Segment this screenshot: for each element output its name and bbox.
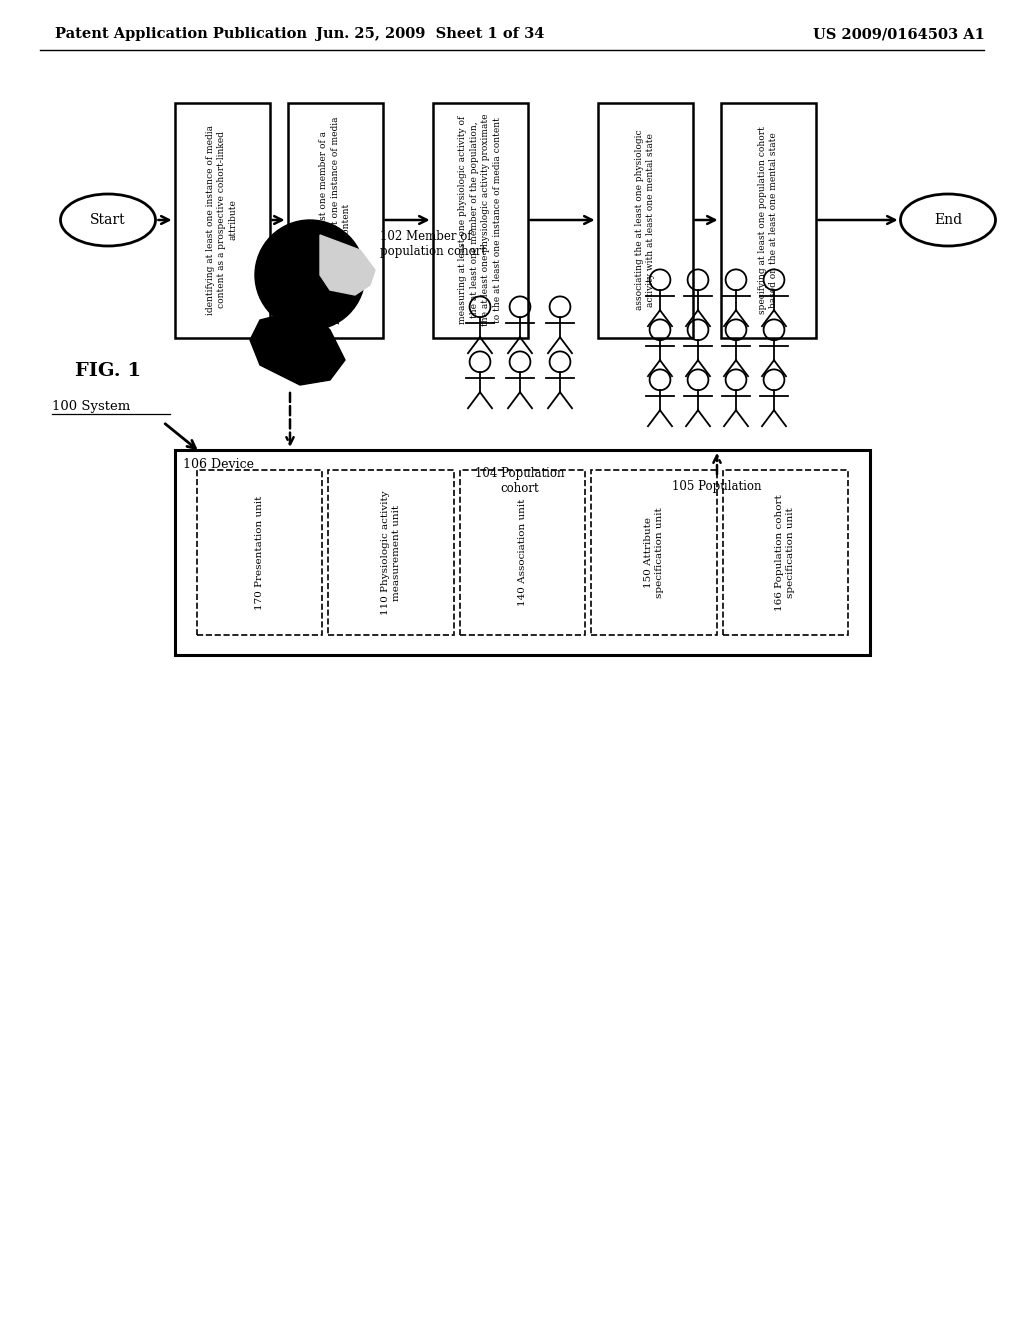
FancyBboxPatch shape (591, 470, 717, 635)
FancyBboxPatch shape (460, 470, 585, 635)
Text: 105 Population: 105 Population (672, 480, 762, 492)
Text: Start: Start (90, 213, 126, 227)
FancyBboxPatch shape (175, 450, 870, 655)
Text: 150 Attribute
specification unit: 150 Attribute specification unit (644, 507, 664, 598)
Text: Patent Application Publication: Patent Application Publication (55, 26, 307, 41)
Text: presenting to at least one member of a
population the at least one instance of m: presenting to at least one member of a p… (319, 116, 351, 323)
Text: 106 Device: 106 Device (183, 458, 254, 471)
Circle shape (255, 220, 365, 330)
FancyBboxPatch shape (174, 103, 269, 338)
Text: 170 Presentation unit: 170 Presentation unit (255, 495, 264, 610)
Text: 100 System: 100 System (52, 400, 130, 413)
FancyBboxPatch shape (723, 470, 848, 635)
Text: FIG. 1: FIG. 1 (75, 362, 141, 380)
FancyBboxPatch shape (329, 470, 454, 635)
FancyBboxPatch shape (721, 103, 815, 338)
FancyBboxPatch shape (288, 103, 383, 338)
Text: End: End (934, 213, 963, 227)
Text: US 2009/0164503 A1: US 2009/0164503 A1 (813, 26, 985, 41)
Text: Jun. 25, 2009  Sheet 1 of 34: Jun. 25, 2009 Sheet 1 of 34 (315, 26, 544, 41)
Text: 102 Member of
population cohort: 102 Member of population cohort (380, 230, 486, 257)
FancyBboxPatch shape (432, 103, 527, 338)
FancyBboxPatch shape (597, 103, 692, 338)
Polygon shape (250, 310, 345, 385)
Text: associating the at least one physiologic
activity with at least one mental state: associating the at least one physiologic… (635, 129, 655, 310)
Text: specifying at least one population cohort
based on the at least one mental state: specifying at least one population cohor… (758, 127, 778, 314)
Text: identifying at least one instance of media
content as a prospective cohort-linke: identifying at least one instance of med… (206, 125, 238, 315)
Polygon shape (319, 235, 375, 294)
Text: 104 Population
cohort: 104 Population cohort (475, 467, 565, 495)
FancyBboxPatch shape (197, 470, 323, 635)
Text: 140 Association unit: 140 Association unit (518, 499, 527, 606)
Ellipse shape (60, 194, 156, 246)
Text: 166 Population cohort
specification unit: 166 Population cohort specification unit (775, 494, 796, 611)
Text: 110 Physiologic activity
measurement unit: 110 Physiologic activity measurement uni… (381, 490, 401, 615)
Ellipse shape (900, 194, 995, 246)
Text: measuring at least one physiologic activity of
the at least one member of the po: measuring at least one physiologic activ… (459, 114, 502, 326)
